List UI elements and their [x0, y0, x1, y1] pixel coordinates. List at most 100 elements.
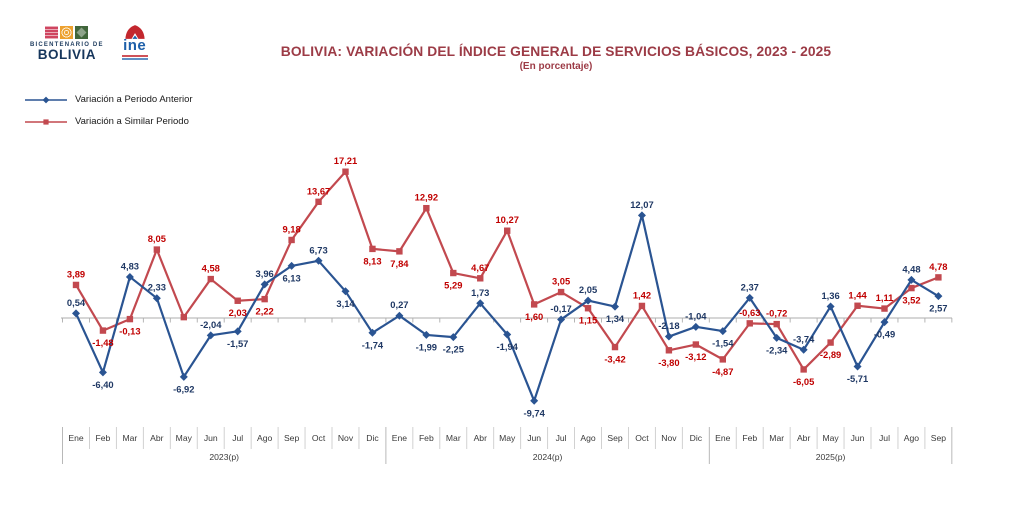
data-point-marker: [691, 322, 700, 331]
month-label: Sep: [284, 433, 300, 443]
data-point-label: 3,89: [67, 268, 85, 279]
data-point-label: -1,48: [92, 337, 113, 348]
data-point-marker: [125, 272, 134, 281]
data-point-label: 1,44: [848, 289, 867, 300]
series-line-periodo-anterior: [74, 214, 940, 402]
month-label: May: [176, 433, 193, 443]
month-label: Sep: [931, 433, 947, 443]
data-point-label: 3,96: [256, 268, 274, 279]
data-point-label: 17,21: [334, 155, 357, 166]
data-point-marker: [745, 293, 754, 302]
chart-subtitle: (En porcentaje): [519, 61, 593, 72]
data-point-label: -2,18: [658, 320, 679, 331]
month-label: Dic: [366, 433, 379, 443]
data-point-label: 6,13: [282, 272, 300, 283]
data-point-marker: [369, 245, 376, 253]
ine-logo: ine: [121, 24, 148, 60]
data-point-marker: [179, 372, 188, 381]
data-point-label: -0,49: [874, 329, 895, 340]
data-point-marker: [665, 347, 673, 354]
data-point-marker: [43, 118, 49, 125]
month-label: May: [499, 433, 516, 443]
data-point-marker: [476, 299, 485, 308]
data-point-marker: [503, 330, 512, 339]
data-point-label: -0,13: [119, 326, 140, 337]
data-point-label: 4,67: [471, 262, 489, 273]
data-point-marker: [718, 327, 727, 336]
data-point-marker: [180, 313, 187, 321]
data-point-marker: [72, 309, 80, 318]
data-point-label: -6,05: [793, 376, 814, 387]
data-point-label: -2,34: [766, 344, 788, 355]
month-label: Oct: [635, 433, 649, 443]
month-label: May: [822, 433, 839, 443]
data-point-label: -1,94: [497, 341, 519, 352]
month-label: Ene: [68, 433, 84, 443]
month-label: Feb: [419, 433, 434, 443]
data-point-label: 8,05: [148, 233, 166, 244]
data-point-marker: [664, 332, 673, 341]
data-point-label: -6,40: [92, 379, 113, 390]
data-point-label: 13,67: [307, 185, 330, 196]
legend-line-sample-icon: [25, 118, 67, 125]
data-point-label: 4,83: [121, 260, 139, 271]
data-point-marker: [530, 396, 539, 405]
data-point-label: -4,87: [712, 366, 733, 377]
data-point-label: -2,89: [820, 349, 841, 360]
data-point-label: -1,54: [712, 338, 734, 349]
data-point-marker: [234, 297, 241, 304]
data-point-label: -1,74: [362, 339, 384, 350]
data-point-marker: [450, 269, 457, 277]
month-label: Abr: [797, 433, 811, 443]
data-point-label: 2,37: [741, 281, 759, 292]
data-point-label: 4,48: [902, 263, 920, 274]
data-point-label: 0,27: [390, 299, 408, 310]
bicentenario-red-square-icon: [45, 26, 59, 39]
year-label: 2024(p): [533, 452, 563, 462]
data-point-marker: [719, 356, 726, 363]
month-label: Nov: [338, 433, 354, 443]
data-point-marker: [557, 288, 565, 296]
data-point-label: 2,05: [579, 284, 597, 295]
data-point-label: 1,36: [821, 290, 839, 301]
data-point-marker: [611, 343, 619, 351]
data-point-marker: [260, 280, 269, 289]
data-point-marker: [584, 296, 593, 305]
data-point-marker: [368, 328, 377, 337]
data-point-label: 3,05: [552, 276, 570, 287]
data-point-label: 3,14: [336, 298, 355, 309]
ine-mountain-icon: [125, 25, 145, 39]
data-point-marker: [637, 211, 646, 220]
month-label: Ene: [392, 433, 408, 443]
data-point-marker: [314, 256, 323, 265]
data-point-label: 12,92: [415, 192, 438, 203]
ine-microtext: [121, 54, 148, 60]
data-point-marker: [773, 320, 780, 328]
data-point-label: -5,71: [847, 373, 868, 384]
data-point-label: 1,42: [633, 289, 651, 300]
data-point-marker: [853, 362, 862, 371]
data-point-label: 1,73: [471, 287, 489, 298]
month-label: Dic: [690, 433, 703, 443]
data-point-marker: [207, 275, 214, 283]
data-point-label: 1,15: [579, 315, 597, 326]
data-point-marker: [827, 339, 834, 346]
bicentenario-text-bolivia: BOLIVIA: [37, 47, 96, 62]
data-point-label: -1,04: [685, 310, 707, 321]
month-label: Ene: [715, 433, 731, 443]
data-point-marker: [261, 295, 268, 303]
year-label: 2023(p): [209, 452, 239, 462]
data-point-marker: [395, 311, 404, 320]
month-label: Sep: [607, 433, 623, 443]
month-label: Feb: [96, 433, 111, 443]
data-point-marker: [153, 246, 161, 253]
data-point-label: 12,07: [630, 199, 653, 210]
data-point-marker: [126, 315, 134, 323]
data-point-marker: [233, 327, 242, 336]
year-label: 2025(p): [816, 452, 846, 462]
ine-microtext-line2: [121, 57, 148, 60]
data-point-marker: [206, 331, 215, 340]
data-point-label: 4,58: [202, 263, 220, 274]
